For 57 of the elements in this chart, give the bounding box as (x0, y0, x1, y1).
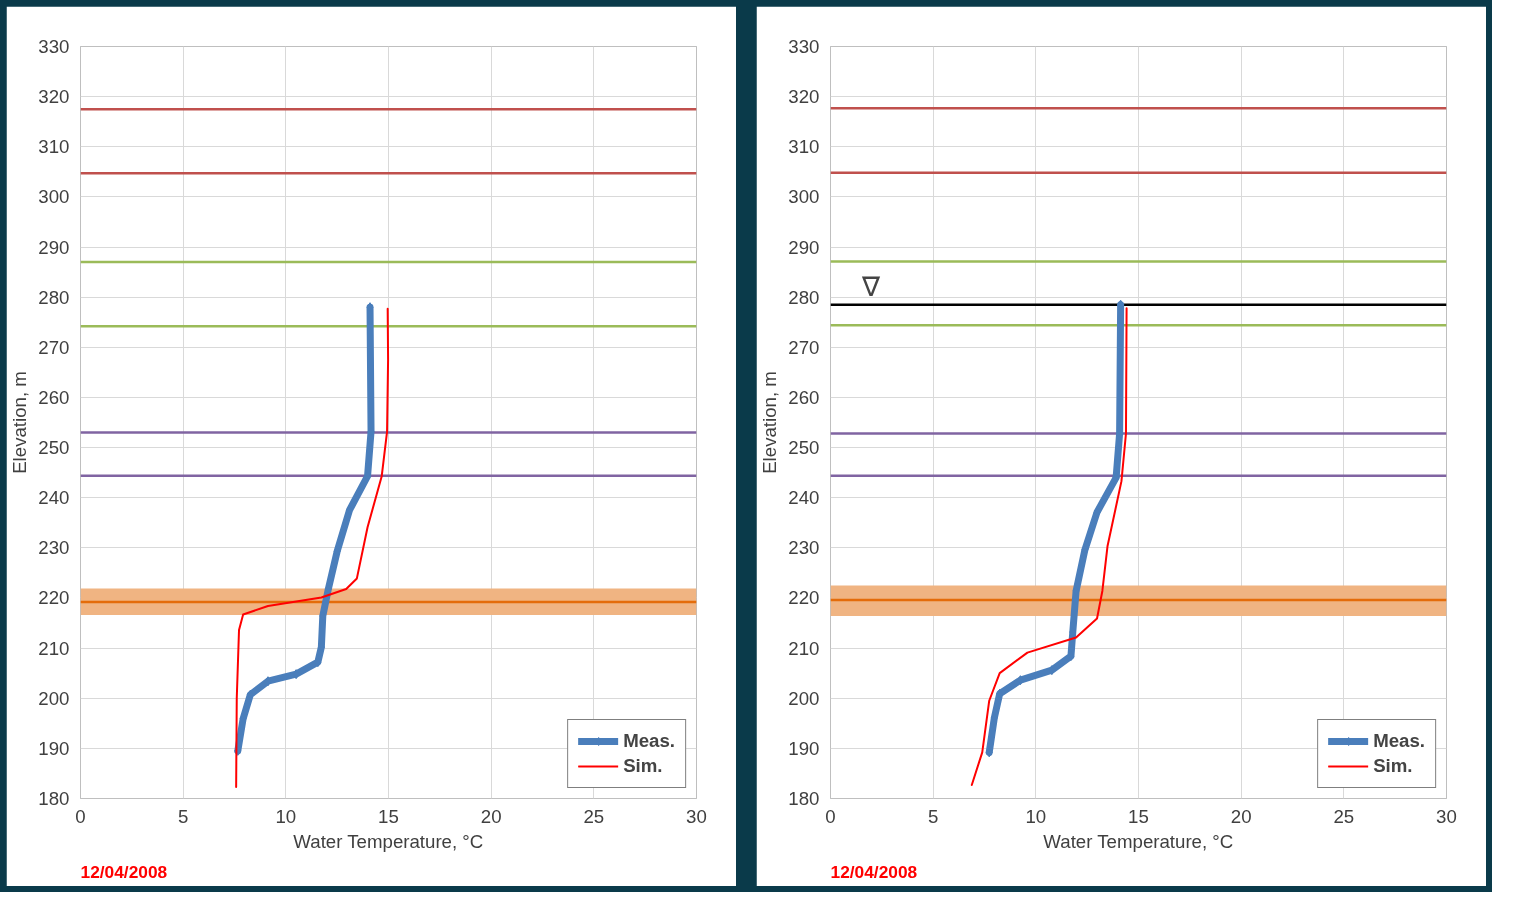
y-tick-label: 260 (788, 386, 820, 408)
legend-label: Sim. (1373, 755, 1413, 777)
x-tick-label: 15 (1128, 805, 1149, 827)
y-tick-label: 280 (788, 286, 820, 308)
x-tick-label: 30 (686, 805, 707, 827)
y-tick-label: 220 (788, 587, 820, 609)
x-tick-label: 10 (275, 805, 297, 827)
x-tick-label: 15 (378, 805, 399, 827)
x-tick-label: 10 (1025, 805, 1047, 827)
y-tick-label: 330 (788, 36, 820, 57)
y-tick-label: 190 (38, 737, 70, 759)
y-tick-label: 290 (38, 236, 70, 258)
x-tick-label: 25 (583, 805, 605, 827)
y-tick-label: 300 (788, 186, 820, 208)
y-tick-label: 200 (38, 687, 70, 709)
y-tick-label: 250 (788, 437, 820, 459)
legend-label: Meas. (1373, 730, 1425, 752)
y-tick-label: 310 (788, 136, 820, 158)
y-tick-label: 250 (38, 437, 70, 459)
y-tick-label: 230 (38, 537, 70, 559)
x-tick-label: 5 (177, 805, 189, 827)
text: 12/04/2008 (80, 861, 168, 882)
y-tick-label: 240 (788, 487, 820, 509)
y-tick-label: 220 (38, 587, 70, 609)
x-tick-label: 25 (1333, 805, 1355, 827)
x-tick-label: 20 (480, 805, 502, 827)
x-tick-label: 0 (75, 805, 86, 827)
x-tick-label: 30 (1436, 805, 1457, 827)
y-tick-label: 240 (38, 487, 70, 509)
y-tick-label: 280 (38, 286, 70, 308)
y-axis-title: Elevation, m (759, 371, 781, 474)
y-tick-label: 310 (38, 136, 70, 158)
x-tick-label: 5 (927, 805, 939, 827)
y-tick-label: 300 (38, 186, 70, 208)
legend-label: Meas. (623, 730, 675, 752)
y-tick-label: 330 (38, 36, 70, 57)
ref-line-label: ∇ (860, 271, 881, 302)
y-tick-label: 210 (788, 637, 820, 659)
x-axis-title: Water Temperature, °C (293, 830, 484, 852)
x-tick-label: 0 (825, 805, 836, 827)
y-tick-label: 180 (788, 788, 820, 809)
y-tick-label: 200 (788, 687, 820, 709)
x-axis-title: Water Temperature, °C (1043, 830, 1234, 852)
y-tick-label: 270 (788, 336, 820, 358)
text: 12/04/2008 (830, 861, 918, 882)
y-tick-label: 320 (788, 86, 820, 108)
legend-label: Sim. (623, 755, 663, 777)
y-tick-label: 180 (38, 788, 70, 809)
y-axis-title: Elevation, m (9, 371, 31, 474)
y-tick-label: 290 (788, 236, 820, 258)
y-tick-label: 190 (788, 737, 820, 759)
y-tick-label: 230 (788, 537, 820, 559)
y-tick-label: 320 (38, 86, 70, 108)
y-tick-label: 260 (38, 386, 70, 408)
y-tick-label: 270 (38, 336, 70, 358)
x-tick-label: 20 (1230, 805, 1252, 827)
y-tick-label: 210 (38, 637, 70, 659)
